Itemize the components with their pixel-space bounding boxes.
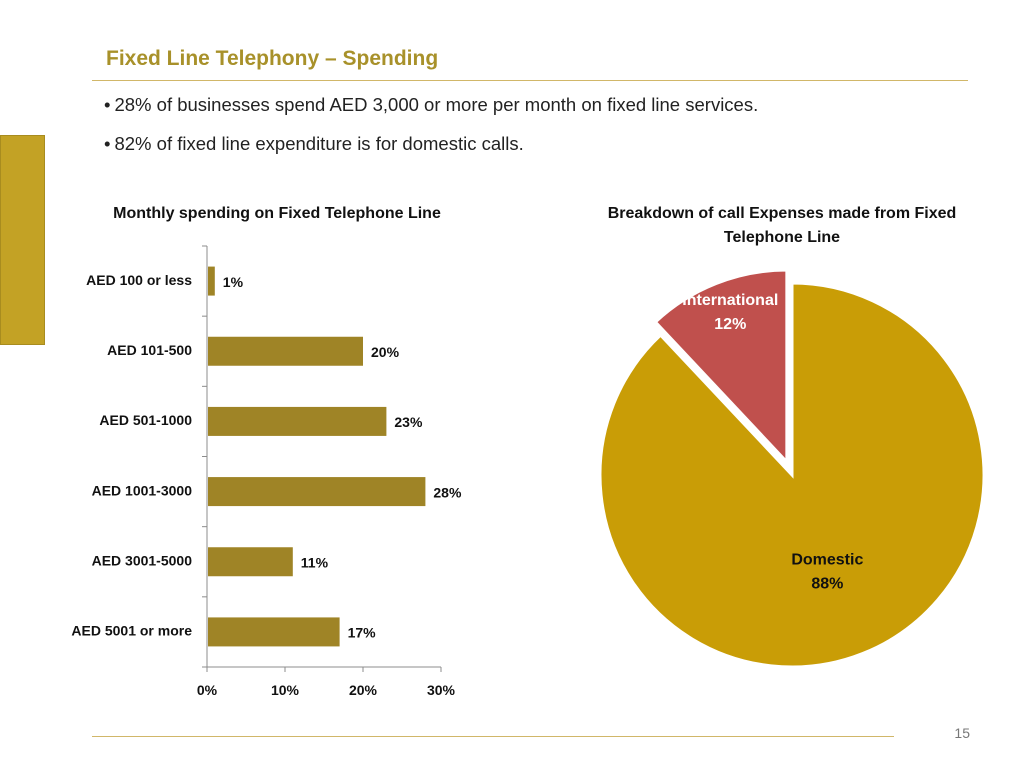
pie-chart-title: Breakdown of call Expenses made from Fix… [607,205,957,246]
x-tick-label: 10% [271,682,300,698]
bar-3 [208,406,387,436]
page-number: 15 [954,725,970,741]
category-label: AED 3001-5000 [92,552,193,568]
category-label: AED 5001 or more [71,623,192,639]
bullet-text-2: 82% of fixed line expenditure is for dom… [114,133,524,154]
value-label: 28% [433,484,462,500]
bar-chart-title: Monthly spending on Fixed Telephone Line [113,205,441,222]
bullet-dot-icon: • [104,133,111,154]
pie-label-name: Domestic [791,551,863,568]
bar-1 [208,266,215,296]
bullet-item-2: • 82% of fixed line expenditure is for do… [104,133,524,155]
category-label: AED 501-1000 [99,412,192,428]
value-label: 1% [223,274,244,290]
x-tick-label: 0% [197,682,218,698]
bar-4 [208,477,426,507]
value-label: 17% [348,625,377,641]
pie-label-name: International [682,292,778,309]
pie-slice-domestic [598,281,986,669]
pie-label-value: 88% [811,575,843,592]
slide-title: Fixed Line Telephony – Spending [106,47,439,70]
pie-slice-international [653,268,789,466]
value-label: 20% [371,344,400,360]
category-label: AED 100 or less [86,272,192,288]
accent-side-bar [0,135,45,345]
bullet-item-1: • 28% of businesses spend AED 3,000 or mo… [104,94,758,116]
x-tick-label: 20% [349,682,378,698]
value-label: 23% [394,414,423,430]
footer-divider [92,736,894,737]
bar-6 [208,617,340,647]
x-tick-label: 30% [427,682,456,698]
bullet-dot-icon: • [104,94,111,115]
title-divider [92,80,968,81]
category-label: AED 1001-3000 [92,482,193,498]
bullet-text-1: 28% of businesses spend AED 3,000 or mor… [114,94,759,115]
bar-5 [208,547,293,577]
value-label: 11% [301,554,329,570]
category-label: AED 101-500 [107,342,192,358]
bar-2 [208,336,363,366]
pie-label-value: 12% [714,316,746,333]
